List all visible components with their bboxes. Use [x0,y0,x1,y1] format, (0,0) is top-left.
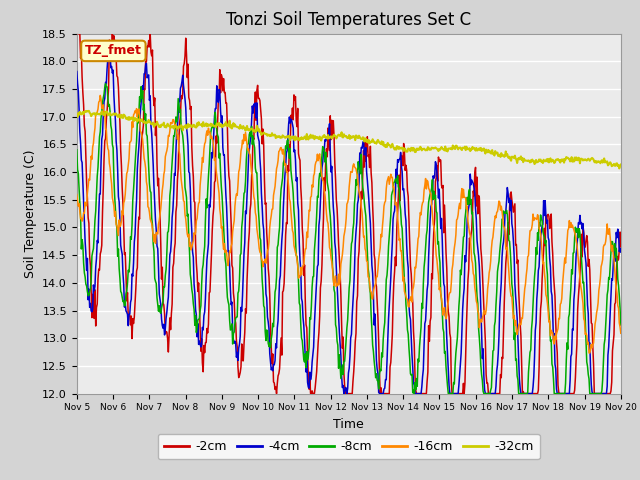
Title: Tonzi Soil Temperatures Set C: Tonzi Soil Temperatures Set C [226,11,472,29]
Legend: -2cm, -4cm, -8cm, -16cm, -32cm: -2cm, -4cm, -8cm, -16cm, -32cm [157,434,540,459]
X-axis label: Time: Time [333,418,364,431]
Y-axis label: Soil Temperature (C): Soil Temperature (C) [24,149,36,278]
Text: TZ_fmet: TZ_fmet [85,44,142,58]
